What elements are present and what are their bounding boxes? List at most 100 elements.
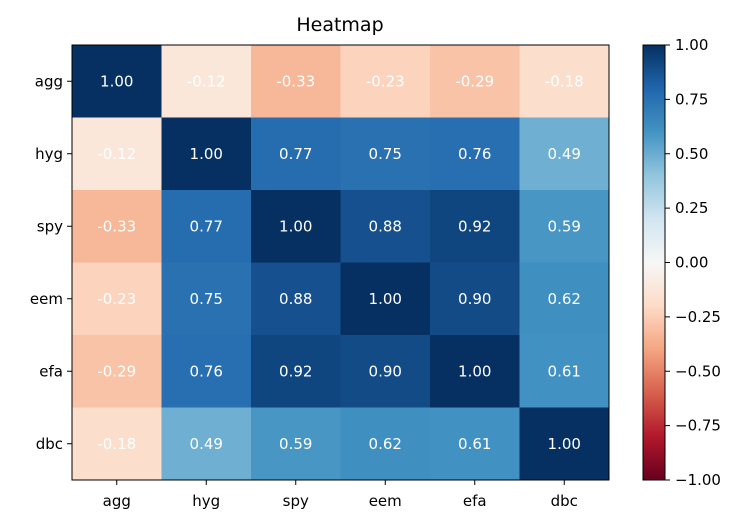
heatmap-cell <box>161 335 252 408</box>
cell-value-label: -0.29 <box>97 362 136 380</box>
x-tick-label: spy <box>283 492 309 510</box>
heatmap-cell <box>340 45 431 118</box>
cell-value-label: 0.76 <box>190 362 223 380</box>
cell-value-label: 1.00 <box>458 362 491 380</box>
cell-value-label: -0.12 <box>187 72 226 90</box>
colorbar-tick-label: 0.00 <box>675 254 708 272</box>
colorbar-tick-label: 0.75 <box>675 90 708 108</box>
heatmap-cell <box>519 117 610 191</box>
y-tick-label: hyg <box>35 145 63 163</box>
cell-value-label: 0.92 <box>279 362 312 380</box>
colorbar-gradient <box>643 45 665 480</box>
x-tick-label: hyg <box>192 492 220 510</box>
cell-value-label: -0.29 <box>455 72 494 90</box>
cell-value-label: 0.49 <box>190 435 223 453</box>
heatmap-cell <box>72 407 162 481</box>
cell-value-label: 1.00 <box>190 145 223 163</box>
heatmap-cell <box>251 45 341 118</box>
cell-value-label: 0.88 <box>369 217 402 235</box>
y-tick-label: spy <box>37 217 63 235</box>
heatmap-cell <box>251 262 341 336</box>
cell-value-label: -0.18 <box>545 72 584 90</box>
chart-title: Heatmap <box>296 14 383 36</box>
y-tick-label: eem <box>30 290 63 308</box>
cell-value-label: 0.62 <box>369 435 402 453</box>
cell-value-label: 0.88 <box>279 290 312 308</box>
x-tick-label: agg <box>103 492 131 510</box>
heatmap-cell <box>430 117 520 191</box>
cell-value-label: 0.59 <box>279 435 312 453</box>
colorbar-tick-label: −0.75 <box>675 417 721 435</box>
heatmap-cell <box>430 45 520 118</box>
y-tick-label: agg <box>35 72 63 90</box>
cell-value-label: 0.90 <box>458 290 491 308</box>
cell-value-label: 0.92 <box>458 217 491 235</box>
cell-value-label: 1.00 <box>548 435 581 453</box>
heatmap-cell <box>519 335 610 408</box>
heatmap-cell <box>519 190 610 263</box>
cell-value-label: 0.61 <box>458 435 491 453</box>
heatmap-cell <box>340 335 431 408</box>
heatmap-cell <box>251 335 341 408</box>
heatmap-cell <box>430 262 520 336</box>
heatmap-cell <box>340 117 431 191</box>
cell-value-label: -0.23 <box>97 290 136 308</box>
cell-value-label: 1.00 <box>279 217 312 235</box>
heatmap-cell <box>519 45 610 118</box>
cell-value-label: 1.00 <box>369 290 402 308</box>
colorbar-tick-label: −0.50 <box>675 362 721 380</box>
y-tick-label: efa <box>39 362 63 380</box>
cell-value-label: 0.61 <box>548 362 581 380</box>
heatmap-cell <box>251 117 341 191</box>
x-axis-ticks: agg hyg spy eem efa dbc <box>103 480 578 510</box>
cell-value-label: -0.12 <box>97 145 136 163</box>
cell-value-label: -0.18 <box>97 435 136 453</box>
y-tick-label: dbc <box>36 435 63 453</box>
heatmap-cell <box>430 335 520 408</box>
cell-value-label: -0.23 <box>366 72 405 90</box>
cell-value-label: 0.76 <box>458 145 491 163</box>
cell-value-label: 0.49 <box>548 145 581 163</box>
heatmap-cell <box>519 262 610 336</box>
cell-value-label: -0.33 <box>97 217 136 235</box>
x-tick-label: eem <box>369 492 402 510</box>
colorbar-ticks: 1.00 0.75 0.50 0.25 0.00 −0.25 −0.50 −0.75 −1.00 <box>665 36 721 489</box>
plot-frame <box>71 44 610 481</box>
heatmap-cell <box>340 262 431 336</box>
heatmap-cell <box>72 190 162 263</box>
heatmap-cell <box>72 45 162 118</box>
heatmap-cell <box>161 117 252 191</box>
colorbar-tick-label: −1.00 <box>675 471 721 489</box>
heatmap-cell <box>340 407 431 481</box>
y-axis-ticks: agg hyg spy eem efa dbc <box>30 72 72 453</box>
heatmap-cell <box>251 190 341 263</box>
heatmap-cell <box>72 262 162 336</box>
colorbar-tick-label: 0.50 <box>675 145 708 163</box>
colorbar-tick-label: 0.25 <box>675 199 708 217</box>
heatmap-cell <box>430 407 520 481</box>
heatmap-cell <box>251 407 341 481</box>
colorbar: 1.00 0.75 0.50 0.25 0.00 −0.25 −0.50 −0.75 −1.00 <box>642 36 721 489</box>
cell-value-label: -0.33 <box>276 72 315 90</box>
cell-value-label: 0.77 <box>279 145 312 163</box>
x-tick-label: dbc <box>551 492 578 510</box>
cell-value-label: 0.75 <box>190 290 223 308</box>
heatmap-cell <box>72 117 162 191</box>
colorbar-tick-label: −0.25 <box>675 308 721 326</box>
heatmap-cell <box>161 45 252 118</box>
x-tick-label: efa <box>463 492 487 510</box>
cell-value-label: 0.75 <box>369 145 402 163</box>
cell-value-label: 0.62 <box>548 290 581 308</box>
heatmap-cell <box>340 190 431 263</box>
heatmap-cell <box>430 190 520 263</box>
cell-value-label: 1.00 <box>100 72 133 90</box>
colorbar-tick-label: 1.00 <box>675 36 708 54</box>
heatmap-cell <box>519 407 610 481</box>
cell-value-label: 0.59 <box>548 217 581 235</box>
heatmap-cell <box>161 262 252 336</box>
heatmap-cell <box>161 407 252 481</box>
heatmap-cell <box>72 335 162 408</box>
heatmap-cell <box>161 190 252 263</box>
heatmap-cells: 1.00 -0.12 -0.33 -0.23 -0.29 -0.18 -0.12 1.00 0.… <box>72 45 610 481</box>
